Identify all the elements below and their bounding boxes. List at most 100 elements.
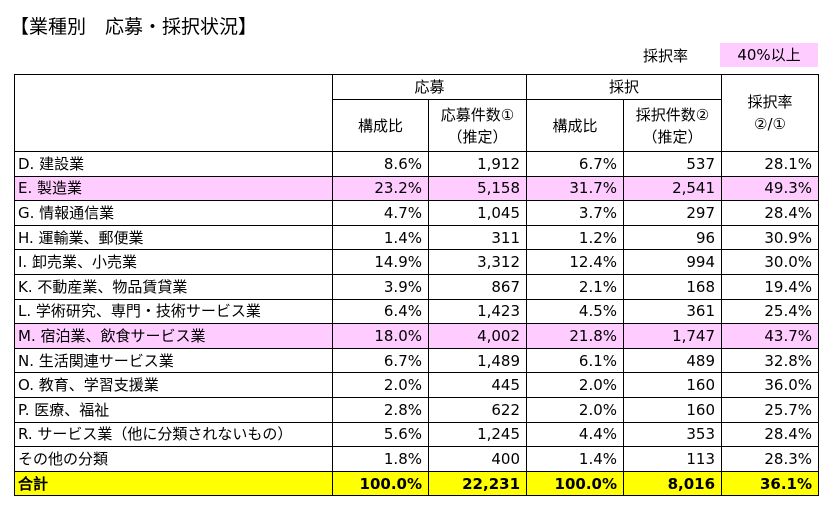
header-cell: 構成比 [332, 99, 429, 152]
table-cell: I. 卸売業、小売業 [14, 249, 333, 275]
table-row: N. 生活関連サービス業 6.7% 1,489 6.1% 489 32.8% [14, 347, 820, 374]
table-cell: 14.9% [332, 249, 429, 275]
header-cell: 採択件数② （推定） [623, 99, 723, 152]
table-cell: 160 [623, 396, 723, 423]
table-row: R. サービス業（他に分類されないもの） 5.6% 1,245 4.4% 353 28.4… [14, 421, 820, 448]
table-cell: 28.4% [721, 421, 820, 448]
table: 応募 採択 採択率 ②/① 構成比 応募件数① （推定） 構成比 採択件数② （… [14, 74, 820, 497]
table-cell: 2.0% [332, 372, 429, 398]
table-cell: 30.9% [721, 224, 820, 251]
table-body: D. 建設業 8.6% 1,912 6.7% 537 28.1% E. 製造業 23.2% 5,… [14, 151, 820, 497]
table-cell: 4,002 [427, 323, 528, 349]
table-cell: 3.7% [526, 200, 625, 226]
table-cell: 5,158 [427, 175, 528, 202]
table-row: G. 情報通信業 4.7% 1,045 3.7% 297 28.4% [14, 200, 820, 226]
table-cell: 1,045 [427, 200, 528, 226]
table-cell: 18.0% [332, 323, 429, 349]
table-cell: M. 宿泊業、飲食サービス業 [14, 323, 333, 349]
table-cell: 3.9% [332, 273, 429, 300]
table-cell: 96 [623, 224, 723, 251]
table-cell: 445 [427, 372, 528, 398]
table-cell: 36.0% [721, 372, 820, 398]
table-cell: 400 [427, 446, 528, 472]
title: 【業種別 応募・採択状況】 [10, 16, 258, 38]
table-cell: 4.7% [332, 200, 429, 226]
table-row: E. 製造業 23.2% 5,158 31.7% 2,541 49.3% [14, 175, 820, 202]
table-cell: 1.4% [332, 224, 429, 251]
table-cell: 1,489 [427, 347, 528, 374]
table-cell: P. 医療、福祉 [14, 396, 333, 423]
table-row: K. 不動産業、物品賃貸業 3.9% 867 2.1% 168 19.4% [14, 273, 820, 300]
table-cell: 19.4% [721, 273, 820, 300]
header-group: 採択 [526, 74, 723, 100]
table-cell: 6.4% [332, 298, 429, 325]
table-cell: 3,312 [427, 249, 528, 275]
table-cell: 12.4% [526, 249, 625, 275]
table-cell: 32.8% [721, 347, 820, 374]
table-cell: 1,747 [623, 323, 723, 349]
table-cell: 8,016 [623, 470, 723, 497]
table-cell: 1.2% [526, 224, 625, 251]
legend-label: 採択率 [643, 47, 689, 65]
table-row: P. 医療、福祉 2.8% 622 2.0% 160 25.7% [14, 396, 820, 423]
table-cell: その他の分類 [14, 446, 333, 472]
table-cell: 361 [623, 298, 723, 325]
table-cell: E. 製造業 [14, 175, 333, 202]
table-row: I. 卸売業、小売業 14.9% 3,312 12.4% 994 30.0% [14, 249, 820, 275]
total: 合計 100.0% 22,231 100.0% 8,016 36.1% [14, 470, 820, 497]
table-cell: 4.4% [526, 421, 625, 448]
table-cell: O. 教育、学習支援業 [14, 372, 333, 398]
table-cell: 489 [623, 347, 723, 374]
table-cell: 4.5% [526, 298, 625, 325]
table-cell: 36.1% [721, 470, 820, 497]
table-cell: 2.0% [526, 372, 625, 398]
table-cell: 100.0% [526, 470, 625, 497]
table-cell: 8.6% [332, 151, 429, 177]
header-cell: 構成比 [526, 99, 625, 152]
table-cell: 622 [427, 396, 528, 423]
table-cell: 2.0% [526, 396, 625, 423]
table-row: L. 学術研究、専門・技術サービス業 6.4% 1,423 4.5% 361 25.4% [14, 298, 820, 325]
table-cell: 2.8% [332, 396, 429, 423]
table-cell: 160 [623, 372, 723, 398]
table-cell: 23.2% [332, 175, 429, 202]
table-cell: 100.0% [332, 470, 429, 497]
table-cell: 6.7% [332, 347, 429, 374]
table-cell: 353 [623, 421, 723, 448]
table-cell: 311 [427, 224, 528, 251]
header-blank [14, 74, 333, 152]
legend-value: 40%以上 [720, 43, 818, 67]
header-group: 応募 [331, 74, 528, 100]
table-row: H. 運輸業、郵便業 1.4% 311 1.2% 96 30.9% [14, 224, 820, 251]
header-cell: 採択率 ②/① [721, 74, 820, 152]
table-cell: K. 不動産業、物品賃貸業 [14, 273, 333, 300]
table-row: D. 建設業 8.6% 1,912 6.7% 537 28.1% [14, 151, 820, 177]
table-row: その他の分類 1.8% 400 1.4% 113 28.3% [14, 446, 820, 472]
table-cell: 25.4% [721, 298, 820, 325]
header-cell: 応募件数① （推定） [427, 99, 528, 152]
table-row: O. 教育、学習支援業 2.0% 445 2.0% 160 36.0% [14, 372, 820, 398]
table-cell: 28.1% [721, 151, 820, 177]
table-cell: 49.3% [721, 175, 820, 202]
table-cell: 867 [427, 273, 528, 300]
table-cell: R. サービス業（他に分類されないもの） [14, 421, 333, 448]
table-cell: 28.3% [721, 446, 820, 472]
table-cell: 1.4% [526, 446, 625, 472]
table-cell: 6.1% [526, 347, 625, 374]
table-cell: 168 [623, 273, 723, 300]
table-cell: 25.7% [721, 396, 820, 423]
table-cell: H. 運輸業、郵便業 [14, 224, 333, 251]
table-cell: G. 情報通信業 [14, 200, 333, 226]
table-cell: 1,423 [427, 298, 528, 325]
table-cell: 994 [623, 249, 723, 275]
table-cell: D. 建設業 [14, 151, 333, 177]
table-cell: 2,541 [623, 175, 723, 202]
table-cell: 43.7% [721, 323, 820, 349]
table-cell: N. 生活関連サービス業 [14, 347, 333, 374]
table-cell: 1.8% [332, 446, 429, 472]
table-cell: L. 学術研究、専門・技術サービス業 [14, 298, 333, 325]
table-cell: 6.7% [526, 151, 625, 177]
table-cell: 113 [623, 446, 723, 472]
table-cell: 5.6% [332, 421, 429, 448]
